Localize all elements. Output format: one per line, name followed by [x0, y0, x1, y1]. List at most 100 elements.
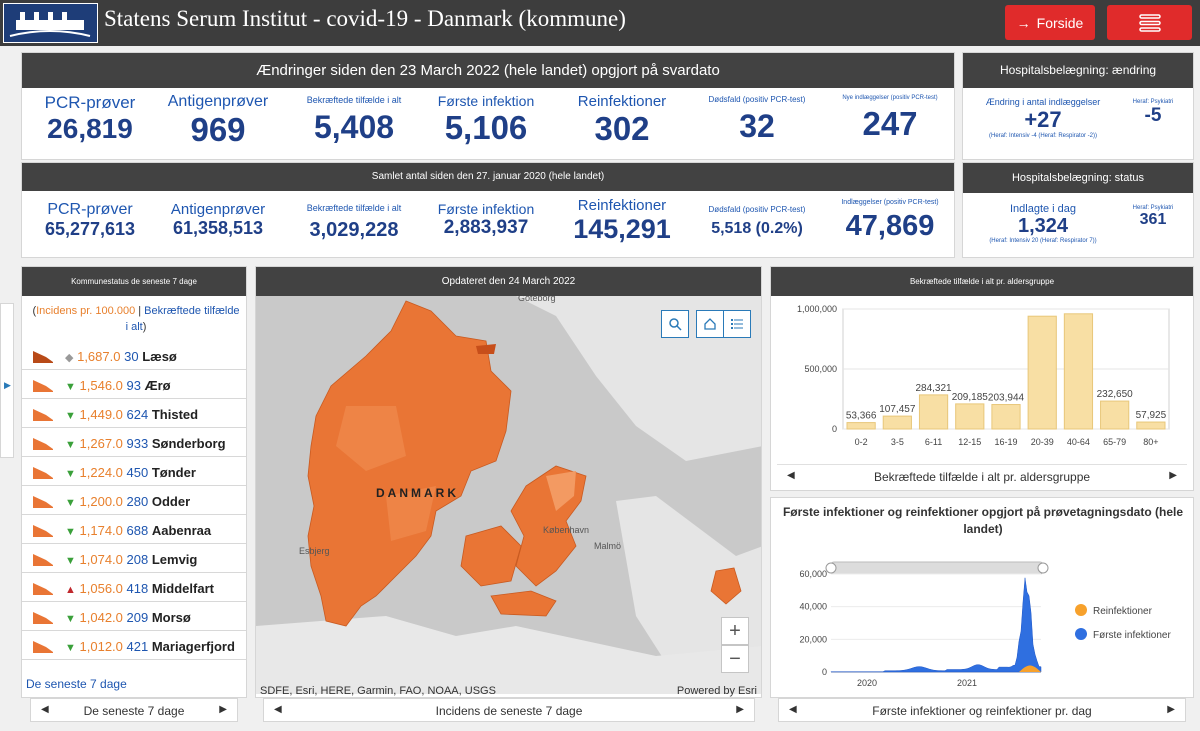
total-reinfections: Reinfektioner 145,291	[573, 197, 671, 244]
bar-value-label: 203,944	[988, 393, 1025, 404]
kommune-row[interactable]: ▼ 1,267.0 933 Sønderborg	[22, 429, 246, 457]
kommune-row[interactable]: ▼ 1,074.0 208 Lemvig	[22, 545, 246, 573]
stat-first-infection: Første infektion 5,106	[437, 93, 535, 146]
x-tick-label: 65-79	[1103, 437, 1126, 447]
y-tick-label: 1,000,000	[797, 304, 837, 314]
kommune-row[interactable]: ▼ 1,174.0 688 Aabenraa	[22, 516, 246, 544]
total-first-infection: Første infektion 2,883,937	[437, 201, 535, 238]
row-incidence: 1,042.0	[79, 610, 123, 625]
row-kommune-name: Lemvig	[151, 552, 198, 567]
trend-icon: ▼	[65, 613, 76, 625]
kommune-row[interactable]: ▼ 1,546.0 93 Ærø	[22, 371, 246, 399]
totals-title: Samlet antal siden den 27. januar 2020 (…	[22, 163, 954, 191]
zoom-out-button[interactable]: −	[721, 645, 749, 673]
prev-arrow-icon[interactable]: ◀	[787, 470, 795, 481]
bar-value-label: 57,925	[1136, 410, 1167, 421]
age-chart-footer[interactable]: ◀ Bekræftede tilfælde i alt pr. aldersgr…	[777, 464, 1187, 488]
bar-6-11	[918, 394, 949, 430]
map-legend-button[interactable]	[723, 310, 751, 338]
changes-panel: Ændringer siden den 23 March 2022 (hele …	[21, 52, 955, 160]
map-footer[interactable]: ◀ Incidens de seneste 7 dage ▶	[263, 698, 755, 722]
map-city-goteborg: Göteborg	[518, 296, 556, 303]
kommune-list-link[interactable]: De seneste 7 dage	[26, 677, 127, 691]
prev-arrow-icon[interactable]: ◀	[274, 704, 282, 715]
row-count: 421	[126, 639, 149, 654]
stat-reinfections: Reinfektioner 302	[577, 93, 667, 147]
time-scroller[interactable]	[830, 561, 1044, 575]
kommune-row[interactable]: ◆ 1,687.0 30 Læsø	[22, 342, 246, 370]
x-tick-label: 2021	[957, 678, 977, 688]
map-funen[interactable]	[460, 525, 522, 587]
row-kommune-name: Aabenraa	[151, 523, 212, 538]
kommune-row[interactable]: ▼ 1,449.0 624 Thisted	[22, 400, 246, 428]
arrow-right-icon: →	[1016, 14, 1031, 31]
age-chart-panel: Bekræftede tilfælde i alt pr. aldersgrup…	[770, 266, 1194, 491]
map-jutland[interactable]	[307, 300, 512, 627]
next-arrow-icon[interactable]: ▶	[1167, 704, 1175, 715]
prev-arrow-icon[interactable]: ◀	[41, 704, 49, 715]
total-confirmed: Bekræftede tilfælde i alt 3,029,228	[306, 203, 402, 241]
time-chart[interactable]: 0 20,000 40,000 60,000 2020 2021 Reinfektioner…	[773, 544, 1193, 694]
kommune-list-footer[interactable]: ◀ De seneste 7 dage ▶	[30, 698, 238, 722]
kommune-row[interactable]: ▲ 1,056.0 418 Middelfart	[22, 574, 246, 602]
map-bornholm[interactable]	[710, 567, 742, 605]
scroller-handle-right[interactable]	[1037, 562, 1049, 574]
legend-list-icon	[731, 319, 743, 329]
legend-marker	[1075, 604, 1087, 616]
y-tick-label: 60,000	[799, 569, 827, 579]
y-tick-label: 500,000	[804, 364, 837, 374]
menu-button[interactable]	[1107, 5, 1192, 40]
bar-value-label: 209,185	[952, 392, 989, 403]
kommune-row[interactable]: ▼ 1,042.0 209 Morsø	[22, 603, 246, 631]
y-tick-label: 20,000	[799, 634, 827, 644]
row-incidence: 1,074.0	[79, 552, 123, 567]
kommune-row[interactable]: ▼ 1,200.0 280 Odder	[22, 487, 246, 515]
incidence-flag-icon	[33, 438, 53, 450]
map-home-button[interactable]	[696, 310, 724, 338]
ssi-logo[interactable]	[3, 3, 98, 43]
row-incidence: 1,267.0	[79, 436, 123, 451]
bar-20-39	[1027, 315, 1057, 430]
trend-icon: ▼	[65, 497, 76, 509]
time-chart-title: Første infektioner og reinfektioner opgj…	[782, 505, 1184, 536]
map-canvas[interactable]: DANMARK Göteborg København Esbjerg Malmö	[256, 296, 762, 694]
incidence-flag-icon	[33, 351, 53, 363]
incidence-flag-icon	[33, 525, 53, 537]
map-powered-by[interactable]: Powered by Esri	[676, 685, 757, 697]
row-kommune-name: Mariagerfjord	[151, 639, 235, 654]
hosp-status-panel: Hospitalsbelægning: status Indlagte i da…	[962, 162, 1194, 258]
prev-arrow-icon[interactable]: ◀	[789, 704, 797, 715]
y-tick-label: 40,000	[799, 602, 827, 612]
stat-deaths: Dødsfald (positiv PCR-test) 32	[708, 95, 806, 144]
row-incidence: 1,224.0	[79, 465, 123, 480]
x-tick-label: 16-19	[994, 437, 1017, 447]
bar-0-2	[846, 422, 876, 430]
side-panel-toggle[interactable]: ▶	[0, 303, 14, 458]
bar-40-64	[1063, 313, 1094, 430]
time-chart-footer[interactable]: ◀ Første infektioner og reinfektioner pr…	[778, 698, 1186, 722]
scroller-handle-left[interactable]	[825, 562, 837, 574]
trend-icon: ▼	[65, 410, 76, 422]
kommune-row[interactable]: ▼ 1,012.0 421 Mariagerfjord	[22, 632, 246, 660]
kommune-legend: (Incidens pr. 100.000 | Bekræftede tilfæ…	[32, 305, 240, 333]
next-arrow-icon[interactable]: ▶	[736, 704, 744, 715]
map-panel: Opdateret den 24 March 2022 DANMARK Göte…	[255, 266, 762, 698]
home-button[interactable]: → Forside	[1005, 5, 1095, 40]
next-arrow-icon[interactable]: ▶	[1169, 470, 1177, 481]
row-count: 688	[126, 523, 149, 538]
row-count: 208	[126, 552, 149, 567]
bar-value-label: 232,650	[1097, 389, 1134, 400]
next-arrow-icon[interactable]: ▶	[219, 704, 227, 715]
row-incidence: 1,056.0	[79, 581, 123, 596]
kommune-row[interactable]: ▼ 1,224.0 450 Tønder	[22, 458, 246, 486]
row-incidence: 1,449.0	[79, 407, 123, 422]
trend-icon: ▼	[65, 468, 76, 480]
map-search-button[interactable]	[661, 310, 689, 338]
bar-value-label: 53,366	[846, 411, 877, 422]
zoom-in-button[interactable]: +	[721, 617, 749, 645]
trend-icon: ◆	[65, 352, 74, 364]
x-tick-label: 0-2	[855, 437, 868, 447]
row-count: 93	[126, 378, 141, 393]
age-chart[interactable]: 0 500,000 1,000,000 0-2 53,366 3-5 107,457 6-11…	[773, 299, 1193, 469]
incidence-flag-icon	[33, 554, 53, 566]
